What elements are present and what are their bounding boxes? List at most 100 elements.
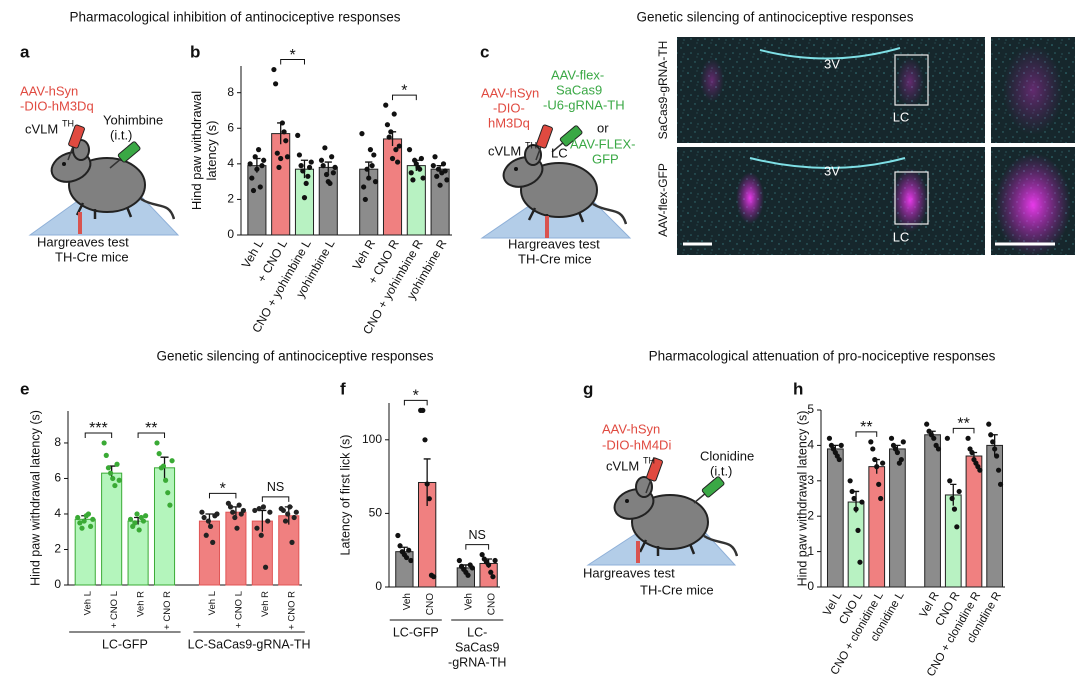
error-bar <box>324 161 332 173</box>
data-point <box>947 478 953 484</box>
data-point <box>426 496 432 502</box>
data-point <box>303 180 309 187</box>
bar <box>225 511 247 586</box>
virus-label: GFP <box>592 151 619 166</box>
data-point <box>384 122 391 128</box>
significance-label: * <box>289 47 295 64</box>
y-tick-label: 0 <box>375 579 382 593</box>
data-point <box>101 440 107 446</box>
y-tick-label: 1 <box>807 544 814 558</box>
data-point <box>308 159 314 165</box>
y-tick-label: 4 <box>807 438 814 452</box>
y-tick-label: 100 <box>362 432 382 446</box>
bar <box>826 448 844 588</box>
significance-bracket <box>952 427 975 434</box>
data-point <box>386 134 392 140</box>
bar <box>965 455 983 588</box>
data-point <box>273 81 279 87</box>
data-point <box>247 161 253 167</box>
mouse <box>46 138 175 221</box>
data-point <box>859 499 865 505</box>
data-point <box>898 456 904 463</box>
data-point <box>876 481 882 487</box>
data-point <box>143 513 149 519</box>
mice-label: TH-Cre mice <box>55 249 129 264</box>
data-point <box>857 559 863 565</box>
significance-bracket <box>280 59 305 65</box>
significance-label: NS <box>267 480 284 494</box>
panel-letter: g <box>583 379 593 398</box>
data-point <box>318 157 325 163</box>
significance-bracket <box>392 94 417 101</box>
data-point <box>293 509 299 515</box>
data-point <box>969 449 975 456</box>
data-point <box>167 502 173 508</box>
panel-letter: a <box>20 42 30 61</box>
data-point <box>406 547 412 553</box>
group-label: LC- <box>467 625 487 639</box>
data-point <box>329 154 335 160</box>
data-point <box>393 147 399 153</box>
data-point <box>320 163 326 169</box>
data-point <box>127 516 134 522</box>
bar <box>294 168 315 236</box>
heat-source <box>78 212 82 234</box>
data-point <box>300 168 306 174</box>
significance-bracket <box>855 431 878 437</box>
panel-letter: f <box>340 379 346 398</box>
syringe <box>109 141 141 169</box>
virus-label: hM3Dq <box>488 115 530 130</box>
data-point <box>435 166 442 172</box>
data-point <box>935 446 942 452</box>
bar <box>198 520 221 586</box>
data-point <box>136 527 142 533</box>
data-point <box>372 179 379 185</box>
data-point <box>836 456 842 463</box>
diagram-g: AAV-hSyn -DIO-hM4Di cVLM TH Clonidine (i… <box>583 421 754 597</box>
y-axis-label: Hind paw withdrawal latency (s) <box>795 411 809 587</box>
data-point <box>107 470 114 476</box>
data-point <box>442 168 448 174</box>
data-point <box>296 152 302 158</box>
y-tick-label: 50 <box>369 506 383 520</box>
data-point <box>282 518 289 524</box>
data-point <box>267 509 273 515</box>
y-tick-label: 2 <box>807 508 814 522</box>
bar <box>382 138 403 236</box>
data-point <box>254 525 260 531</box>
row-label: AAV-flex-GFP <box>656 163 670 237</box>
image <box>677 37 985 143</box>
data-point <box>332 164 338 170</box>
heading: Pharmacological attenuation of pro-nocic… <box>649 349 996 364</box>
data-point <box>894 449 901 456</box>
diagram-a: AAV-hSyn -DIO-hM3Dq cVLM TH Yohimbine (i… <box>20 83 180 264</box>
data-point <box>469 565 475 571</box>
drug-label: Yohimbine <box>103 112 163 127</box>
data-point <box>424 481 430 487</box>
data-point <box>359 131 365 137</box>
group-label: -gRNA-TH <box>448 655 506 669</box>
data-point <box>944 435 950 441</box>
group-label: LC-GFP <box>102 637 148 651</box>
data-point <box>878 495 884 502</box>
data-point <box>201 514 207 521</box>
data-point <box>369 163 375 169</box>
data-point <box>951 506 958 512</box>
data-point <box>430 163 436 169</box>
virus-label: SaCas9 <box>556 82 602 97</box>
image <box>677 147 985 255</box>
virus-label: AAV-flex- <box>551 67 604 82</box>
x-tick-label: + CNO R <box>286 591 297 630</box>
x-tick-label: Veh R <box>136 591 147 617</box>
mice-label: TH-Cre mice <box>518 251 592 266</box>
y-tick-label: 0 <box>54 577 61 591</box>
y-tick-label: 2 <box>227 192 234 206</box>
virus-label: AAV-hSyn <box>481 85 539 100</box>
data-point <box>826 435 833 441</box>
y-tick-label: 0 <box>227 227 234 241</box>
data-point <box>252 154 258 160</box>
data-point <box>77 520 83 526</box>
data-point <box>114 461 120 467</box>
y-axis-label: Hind paw withdrawal latency (s) <box>28 410 42 586</box>
bar <box>318 166 338 236</box>
